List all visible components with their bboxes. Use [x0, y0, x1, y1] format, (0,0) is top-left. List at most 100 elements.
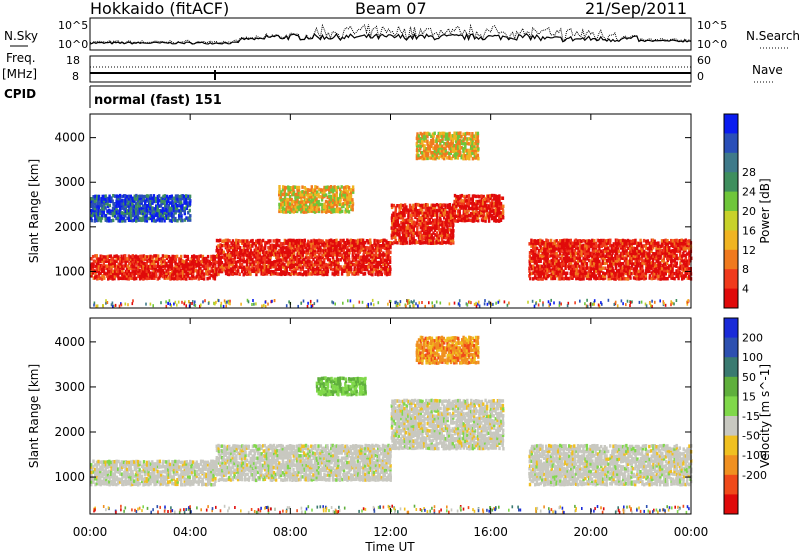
heatmap-cell: [428, 230, 431, 235]
heatmap-cell: [183, 266, 186, 271]
heatmap-cell: [229, 267, 233, 271]
heatmap-cell: [662, 256, 665, 261]
heatmap-cell: [639, 274, 642, 278]
heatmap-cell: [610, 256, 613, 261]
heatmap-cell: [223, 263, 226, 267]
heatmap-cell: [151, 196, 154, 200]
heatmap-cell: [435, 223, 439, 228]
heatmap-cell: [156, 216, 160, 220]
heatmap-cell: [528, 251, 532, 255]
heatmap-cell: [433, 146, 436, 150]
heatmap-cell: [291, 209, 294, 213]
heatmap-cell: [605, 254, 609, 259]
heatmap-cell: [576, 246, 580, 250]
heatmap-cell: [582, 277, 585, 281]
heatmap-cell: [312, 238, 316, 243]
heatmap-cell: [603, 241, 606, 246]
heatmap-cell: [251, 244, 254, 248]
heatmap-cell: [498, 194, 501, 198]
heatmap-cell: [384, 262, 387, 266]
heatmap-cell: [292, 249, 295, 253]
heatmap-cell: [396, 241, 399, 245]
heatmap-cell: [670, 261, 673, 265]
heatmap-cell: [360, 241, 363, 245]
heatmap-cell: [215, 238, 219, 243]
heatmap-cell: [171, 198, 174, 203]
heatmap-cell: [604, 254, 607, 258]
heatmap-cell: [308, 209, 312, 213]
heatmap-cell: [366, 267, 369, 272]
heatmap-cell: [423, 146, 426, 150]
heatmap-cell: [458, 218, 462, 222]
heatmap-cell: [589, 253, 593, 258]
heatmap-cell: [601, 256, 605, 260]
heatmap-cell: [686, 268, 689, 273]
heatmap-cell: [119, 264, 122, 268]
heatmap-cell: [157, 254, 160, 258]
heatmap-cell: [419, 155, 423, 160]
heatmap-cell: [419, 141, 422, 145]
heatmap-cell: [681, 267, 684, 271]
heatmap-cell: [539, 241, 542, 245]
heatmap-cell: [181, 218, 184, 223]
heatmap-cell: [541, 239, 544, 243]
heatmap-cell: [95, 259, 99, 263]
heatmap-cell: [576, 273, 580, 278]
heatmap-cell: [587, 269, 591, 274]
heatmap-cell: [301, 260, 304, 265]
heatmap-cell: [351, 243, 354, 247]
heatmap-cell: [103, 194, 106, 199]
heatmap-cell: [339, 197, 342, 202]
heatmap-cell: [448, 134, 451, 138]
heatmap-cell: [632, 249, 635, 253]
heatmap-cell: [174, 257, 178, 261]
heatmap-cell: [147, 276, 151, 280]
heatmap-cell: [213, 277, 217, 281]
heatmap-cell: [265, 264, 268, 269]
heatmap-cell: [314, 195, 317, 200]
heatmap-cell: [578, 268, 582, 273]
heatmap-cell: [460, 146, 463, 150]
heatmap-cell: [301, 200, 304, 204]
heatmap-cell: [124, 209, 127, 214]
heatmap-cell: [296, 200, 299, 204]
heatmap-cell: [361, 244, 364, 248]
heatmap-cell: [635, 272, 639, 276]
heatmap-cell: [272, 250, 276, 255]
heatmap-cell: [339, 193, 342, 197]
heatmap-cell: [431, 150, 435, 155]
heatmap-cell: [440, 207, 444, 212]
heatmap-cell: [96, 201, 99, 206]
heatmap-cell: [117, 264, 120, 269]
heatmap-cell: [111, 206, 115, 210]
heatmap-cell: [412, 206, 415, 210]
heatmap-cell: [326, 248, 329, 253]
heatmap-cell: [558, 274, 562, 278]
heatmap-cell: [446, 235, 449, 240]
heatmap-cell: [369, 265, 372, 269]
heatmap-cell: [116, 269, 120, 274]
heatmap-cell: [187, 194, 190, 199]
heatmap-cell: [427, 131, 430, 136]
heatmap-cell: [102, 207, 106, 211]
heatmap-cell: [480, 213, 483, 218]
heatmap-cell: [253, 263, 256, 267]
heatmap-cell: [217, 264, 220, 269]
heatmap-cell: [332, 198, 335, 202]
heatmap-cell: [126, 269, 129, 273]
heatmap-cell: [360, 238, 363, 242]
heatmap-cell: [278, 260, 281, 265]
heatmap-cell: [655, 266, 658, 271]
heatmap-cell: [281, 256, 285, 260]
heatmap-cell: [435, 236, 439, 240]
heatmap-cell: [181, 207, 184, 211]
heatmap-cell: [453, 131, 456, 135]
heatmap-cell: [149, 274, 152, 279]
heatmap-cell: [163, 198, 166, 203]
heatmap-cell: [637, 241, 640, 246]
heatmap-cell: [170, 194, 173, 198]
heatmap-cell: [145, 261, 148, 266]
heatmap-cell: [278, 207, 281, 211]
heatmap-cell: [471, 151, 474, 156]
heatmap-cell: [312, 209, 315, 214]
